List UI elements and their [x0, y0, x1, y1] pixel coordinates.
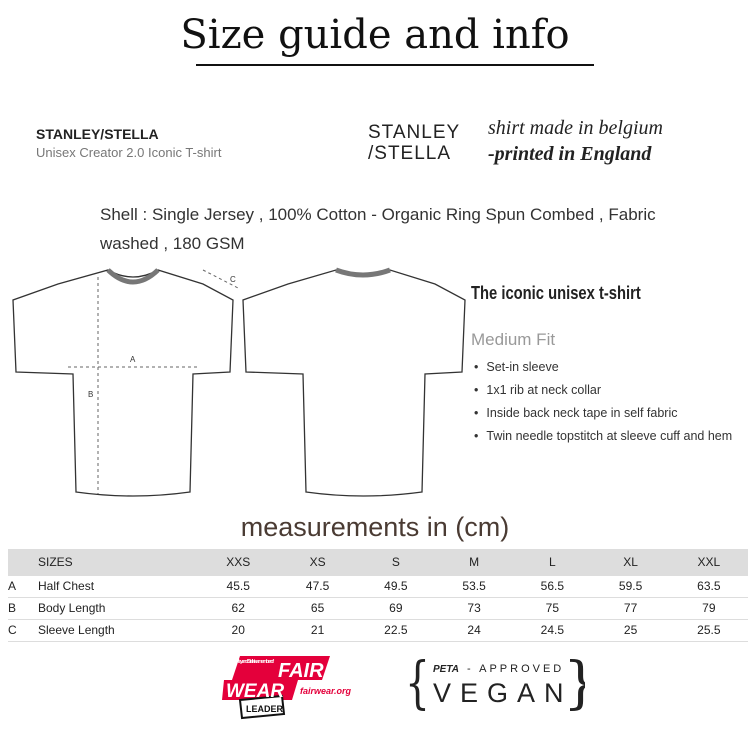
title-underline	[196, 64, 594, 66]
fabric-description: Shell : Single Jersey , 100% Cotton - Or…	[100, 205, 656, 253]
svg-text:}: }	[563, 651, 585, 716]
printed-in-text: -printed in England	[488, 143, 652, 165]
peta-vegan-logo: { } PETA - APPROVED VEGAN	[405, 651, 585, 716]
svg-text:{: {	[405, 651, 430, 716]
logo-line: STANLEY	[368, 122, 461, 143]
column-header: M	[434, 549, 514, 576]
table-cell: A	[8, 575, 38, 598]
feature-item: Inside back neck tape in self fabric	[474, 402, 732, 425]
stanley-stella-logo: STANLEY/STELLA	[368, 122, 460, 164]
peta-text: PETA	[433, 664, 459, 675]
fair-wear-small: Stanley and Stella is a member of	[232, 659, 274, 665]
column-header: XL	[591, 549, 670, 576]
table-row: A Half Chest 45.5 47.5 49.5 53.5 56.5 59.5 63.5	[8, 575, 748, 598]
table-cell: 24.5	[513, 619, 592, 642]
table-cell: 65	[278, 597, 357, 620]
table-row: B Body Length 62 65 69 73 75 77 79	[8, 597, 748, 620]
table-cell: 20	[198, 619, 279, 642]
tagline: The iconic unisex t-shirt	[471, 283, 641, 303]
table-cell: 22.5	[356, 619, 435, 642]
column-header	[8, 549, 38, 576]
size-table: SIZES XXS XS S M L XL XXL A Half Chest 45.5 47.5 49…	[8, 549, 748, 642]
column-header: S	[356, 549, 435, 576]
table-cell: 25	[591, 619, 670, 642]
tshirt-diagram: A B C	[12, 267, 466, 497]
label-c: C	[230, 275, 236, 284]
fit-label: Medium Fit	[471, 330, 556, 349]
fairwear-url: fairwear.org	[300, 686, 352, 696]
logo-line: /STELLA	[368, 143, 452, 164]
wear-text: WEAR	[226, 681, 284, 702]
table-cell: 73	[434, 597, 514, 620]
column-header: XS	[278, 549, 357, 576]
feature-item: Set-in sleeve	[474, 356, 732, 379]
table-cell: 25.5	[669, 619, 748, 642]
page-title: Size guide and info	[180, 12, 570, 58]
measurements-title: measurements in (cm)	[240, 512, 510, 542]
table-cell: 59.5	[591, 575, 670, 598]
label-b: B	[88, 390, 93, 399]
table-cell: 24	[434, 619, 514, 642]
table-cell: 47.5	[278, 575, 357, 598]
feature-item: 1x1 rib at neck collar	[474, 379, 732, 402]
feature-item: Twin needle topstitch at sleeve cuff and…	[474, 425, 732, 448]
table-cell: 45.5	[198, 575, 279, 598]
column-header: SIZES	[38, 549, 198, 576]
fair-text: FAIR	[278, 660, 324, 682]
table-cell: 75	[513, 597, 592, 620]
table-header: SIZES XXS XS S M L XL XXL	[8, 549, 748, 576]
column-header: XXS	[198, 549, 279, 576]
table-cell: Half Chest	[38, 575, 198, 598]
table-cell: 53.5	[434, 575, 514, 598]
table-row: C Sleeve Length 20 21 22.5 24 24.5 25 25.5	[8, 619, 748, 642]
table-cell: 62	[198, 597, 279, 620]
product-name: Unisex Creator 2.0 Iconic T-shirt	[36, 145, 222, 160]
fair-wear-logo: Stanley and Stella is a member of FAIR W…	[222, 656, 352, 720]
column-header: L	[513, 549, 592, 576]
table-cell: Body Length	[38, 597, 198, 620]
feature-list: Set-in sleeve 1x1 rib at neck collar Ins…	[474, 356, 732, 448]
table-cell: 63.5	[669, 575, 748, 598]
table-cell: 79	[669, 597, 748, 620]
table-cell: C	[8, 619, 38, 642]
table-cell: 56.5	[513, 575, 592, 598]
approved-text: - APPROVED	[467, 663, 564, 675]
table-cell: 69	[356, 597, 435, 620]
table-cell: 77	[591, 597, 670, 620]
label-a: A	[130, 355, 136, 364]
column-header: XXL	[669, 549, 748, 576]
made-in-text: shirt made in belgium	[488, 117, 663, 139]
table-cell: B	[8, 597, 38, 620]
vegan-text: VEGAN	[433, 678, 573, 708]
table-cell: 49.5	[356, 575, 435, 598]
table-cell: 21	[278, 619, 357, 642]
brand-name: STANLEY/STELLA	[36, 126, 159, 142]
leader-text: LEADER	[246, 704, 284, 714]
table-cell: Sleeve Length	[38, 619, 198, 642]
